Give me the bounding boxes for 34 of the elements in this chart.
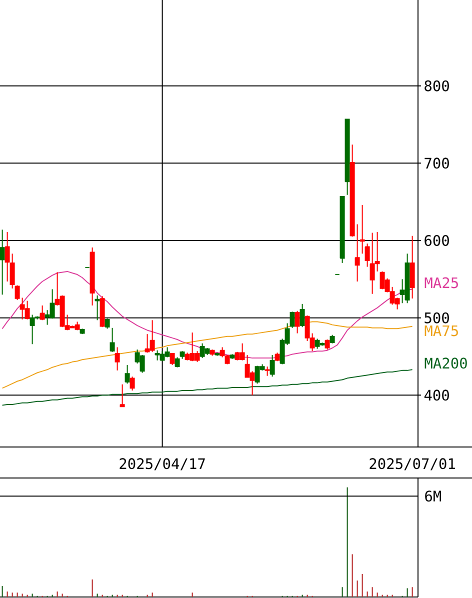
candlestick xyxy=(124,364,130,384)
x-tick-label: 2025/07/01 xyxy=(370,458,455,470)
candlestick xyxy=(120,384,125,408)
candlestick xyxy=(130,376,135,392)
candlestick xyxy=(324,339,330,350)
candlestick xyxy=(300,303,305,328)
candlestick xyxy=(114,346,120,371)
candlestick xyxy=(104,318,110,330)
candlestick xyxy=(270,354,275,378)
candlestick xyxy=(14,284,20,301)
candlestick xyxy=(290,311,295,328)
candlestick xyxy=(40,304,45,321)
candlestick xyxy=(264,366,270,376)
y-tick-label: 500 xyxy=(424,312,449,324)
ref-line-label: 6M xyxy=(425,490,442,502)
candlestick xyxy=(174,356,180,368)
series-label: MA200 xyxy=(424,358,467,369)
candlestick xyxy=(170,352,175,366)
series-label: MA25 xyxy=(424,277,458,288)
candlestick xyxy=(4,232,10,282)
y-tick-label: 700 xyxy=(424,158,449,169)
candlestick xyxy=(294,310,300,334)
candlestick xyxy=(0,229,5,296)
candlestick xyxy=(360,204,365,254)
y-tick-label: 800 xyxy=(424,80,449,92)
y-tick-label: 600 xyxy=(424,235,449,246)
candlestick xyxy=(364,243,370,268)
x-tick-label: 2025/04/17 xyxy=(120,458,205,470)
candlestick xyxy=(354,224,360,282)
candlestick xyxy=(94,294,100,321)
y-tick-label: 400 xyxy=(424,390,449,401)
candlestick xyxy=(110,327,115,352)
candlestick xyxy=(10,253,15,289)
series-label: MA75 xyxy=(424,325,458,336)
